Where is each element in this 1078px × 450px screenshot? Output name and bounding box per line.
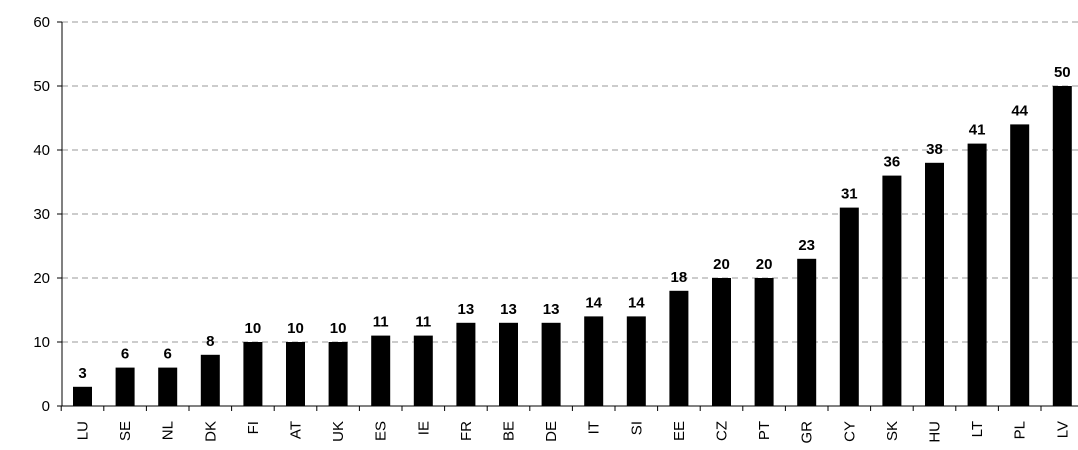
bar-dk [200, 354, 220, 406]
bar-lu [73, 386, 92, 406]
data-label-it: 14 [585, 294, 602, 311]
category-label-cy: CY [841, 421, 858, 442]
data-label-lu: 3 [78, 365, 86, 382]
bar-hu [925, 162, 944, 406]
data-label-es: 11 [373, 314, 389, 331]
y-tick-label: 50 [33, 78, 50, 95]
category-label-de: DE [543, 421, 560, 442]
data-label-hu: 38 [926, 141, 943, 158]
y-tick-label: 40 [33, 142, 50, 159]
data-label-at: 10 [287, 320, 304, 337]
category-label-dk: DK [202, 421, 219, 442]
category-label-cz: CZ [714, 421, 731, 441]
bar-se [115, 367, 135, 406]
bar-pt [754, 278, 774, 406]
data-label-be: 13 [500, 301, 517, 318]
category-label-sk: SK [884, 421, 901, 441]
category-label-pt: PT [756, 421, 773, 440]
y-tick-label: 30 [33, 206, 50, 223]
y-tick-label: 20 [33, 270, 50, 287]
data-label-gr: 23 [798, 237, 815, 254]
data-label-pl: 44 [1011, 102, 1028, 119]
bars [73, 86, 1072, 407]
category-label-fi: FI [245, 421, 262, 434]
category-label-lt: LT [969, 421, 986, 437]
category-label-at: AT [288, 421, 305, 439]
bar-gr [797, 258, 817, 406]
category-label-fr: FR [458, 421, 475, 441]
data-label-ee: 18 [671, 269, 688, 286]
bar-es [371, 335, 391, 406]
category-label-lu: LU [75, 421, 92, 440]
y-tick-labels: 0 10 20 30 40 50 60 [33, 14, 50, 415]
data-label-nl: 6 [164, 346, 172, 363]
bar-fr [456, 322, 476, 406]
data-label-ie: 11 [415, 314, 431, 331]
bar-lv [1052, 86, 1072, 406]
category-labels: LU SE NL DK FI AT UK ES IE FR BE DE IT SI EE CZ PT GR CY SK… [75, 421, 1072, 444]
bar-lt [967, 143, 987, 406]
category-label-ee: EE [671, 421, 688, 441]
category-label-be: BE [501, 421, 518, 441]
bar-si [626, 316, 646, 406]
bar-de [541, 322, 561, 406]
data-label-lt: 41 [969, 122, 986, 139]
bar-nl [158, 367, 178, 406]
data-label-cz: 20 [713, 256, 730, 273]
category-label-hu: HU [927, 421, 944, 443]
category-label-nl: NL [160, 421, 177, 440]
bar-uk [328, 342, 348, 406]
bar-cy [839, 207, 859, 406]
bar-pl [1010, 124, 1030, 407]
data-label-uk: 10 [330, 320, 347, 337]
data-label-se: 6 [121, 346, 129, 363]
category-label-es: ES [373, 421, 390, 441]
y-tick-label: 10 [33, 334, 50, 351]
data-label-si: 14 [628, 294, 645, 311]
bar-fi [243, 342, 263, 406]
category-label-ie: IE [415, 421, 432, 435]
data-label-fi: 10 [245, 320, 262, 337]
bar-be [499, 322, 518, 406]
bar-ee [669, 290, 689, 406]
category-label-uk: UK [330, 421, 347, 442]
bar-at [286, 342, 305, 406]
axes [57, 21, 1078, 411]
data-label-sk: 36 [884, 154, 901, 171]
data-label-pt: 20 [756, 256, 773, 273]
category-label-lv: LV [1054, 421, 1071, 438]
category-label-si: SI [628, 421, 645, 435]
data-label-de: 13 [543, 301, 560, 318]
bar-sk [882, 175, 902, 406]
y-tick-label: 60 [33, 14, 50, 31]
bar-ie [413, 335, 433, 406]
y-tick-label: 0 [42, 398, 50, 415]
category-label-pl: PL [1012, 421, 1029, 439]
category-label-se: SE [117, 421, 134, 441]
data-label-lv: 50 [1054, 64, 1071, 81]
bar-it [584, 316, 604, 406]
data-label-cy: 31 [841, 186, 858, 203]
data-label-dk: 8 [206, 333, 214, 350]
category-label-it: IT [586, 421, 603, 434]
category-label-gr: GR [799, 421, 816, 444]
bar-cz [712, 278, 731, 406]
data-label-fr: 13 [458, 301, 475, 318]
